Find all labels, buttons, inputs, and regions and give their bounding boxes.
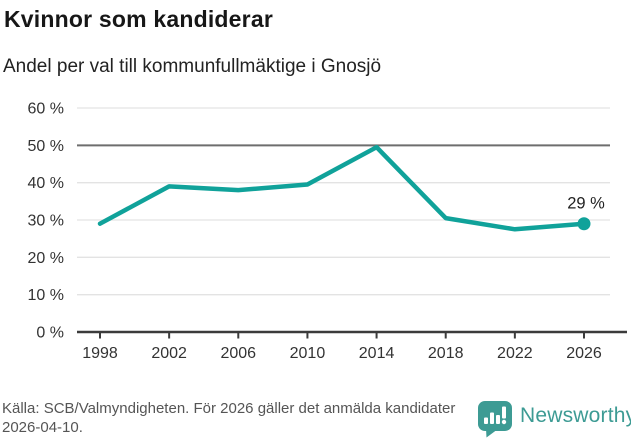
chart-title: Kvinnor som kandiderar: [4, 6, 273, 32]
y-tick-label: 0 %: [36, 325, 64, 342]
x-tick-label: 2006: [220, 345, 256, 362]
y-tick-label: 40 %: [28, 175, 64, 192]
data-line: [97, 144, 587, 232]
end-point-label: 29 %: [567, 195, 605, 213]
x-tick-label: 2014: [359, 345, 395, 362]
x-tick-label: 2026: [566, 345, 602, 362]
x-tick-label: 2002: [151, 345, 187, 362]
x-tick-label: 2022: [497, 345, 533, 362]
x-tick-label: 2010: [290, 345, 326, 362]
x-tick-label: 1998: [82, 345, 118, 362]
x-tick-label: 2018: [428, 345, 464, 362]
newsworthy-bubble-chart-icon: [478, 401, 512, 438]
newsworthy-wordmark: Newsworthy: [520, 404, 631, 427]
y-tick-label: 20 %: [28, 250, 64, 267]
newsworthy-logo: Newsworthy: [477, 400, 631, 438]
y-tick-label: 60 %: [28, 101, 64, 118]
y-tick-label: 10 %: [28, 287, 64, 304]
chart-subtitle: Andel per val till kommunfullmäktige i G…: [3, 56, 382, 77]
source-note: Källa: SCB/Valmyndigheten. För 2026 gäll…: [2, 400, 456, 436]
y-tick-label: 30 %: [28, 213, 64, 230]
line-chart: 0 % 10 % 20 % 30 % 40 % 50 % 60 % 1998 2002 2006 2…: [28, 101, 627, 362]
end-point-marker: [577, 217, 591, 231]
y-tick-label: 50 %: [28, 138, 64, 155]
